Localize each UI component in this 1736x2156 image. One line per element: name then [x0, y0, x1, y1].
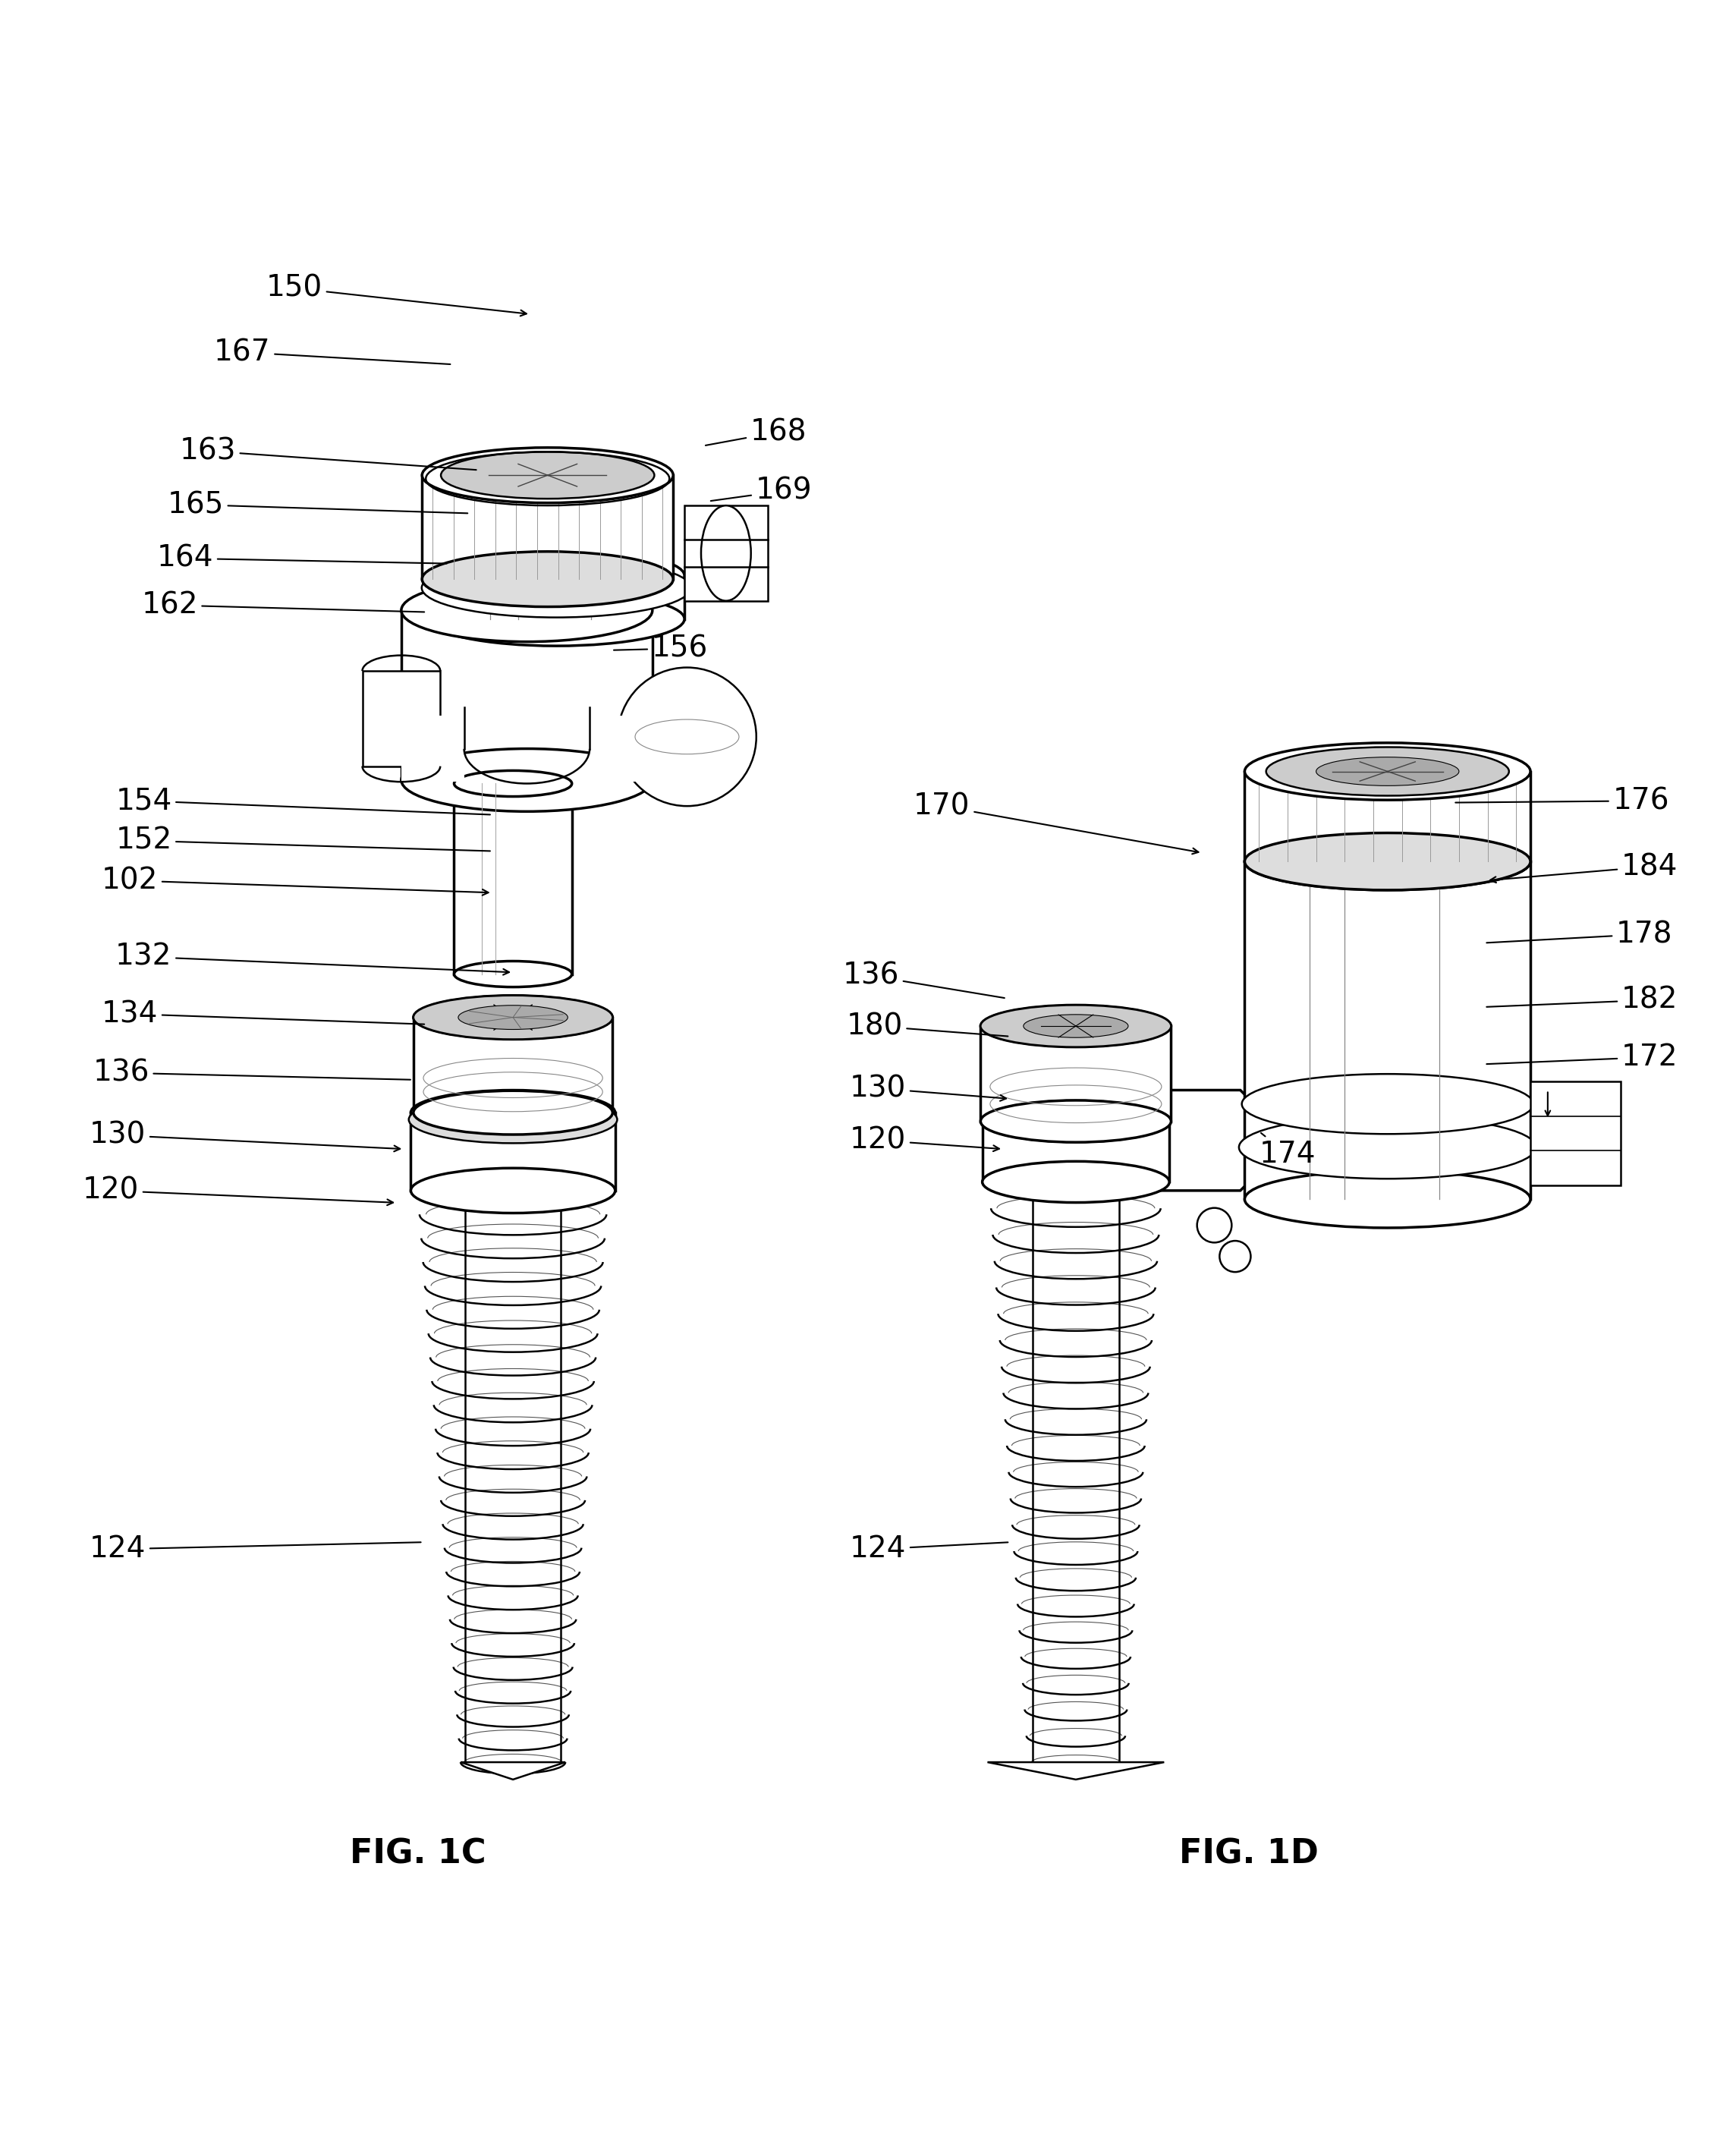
Bar — [422, 474, 674, 580]
Text: 164: 164 — [156, 543, 446, 573]
Text: 130: 130 — [90, 1121, 399, 1151]
Polygon shape — [991, 1091, 1266, 1190]
Ellipse shape — [981, 1005, 1172, 1048]
Text: 176: 176 — [1455, 787, 1670, 815]
Ellipse shape — [413, 996, 613, 1039]
Text: 130: 130 — [849, 1074, 1007, 1104]
Bar — [411, 1112, 615, 1190]
Bar — [1245, 862, 1531, 1199]
Text: 170: 170 — [913, 791, 1198, 854]
Ellipse shape — [1245, 832, 1531, 890]
Text: 182: 182 — [1486, 985, 1677, 1015]
Ellipse shape — [411, 1169, 615, 1214]
Bar — [1531, 1082, 1620, 1186]
Bar — [981, 1026, 1172, 1121]
Bar — [455, 783, 571, 975]
Text: 154: 154 — [116, 787, 490, 815]
Bar — [1024, 1181, 1128, 1761]
Text: 124: 124 — [849, 1535, 1009, 1563]
Text: 184: 184 — [1489, 852, 1677, 882]
Ellipse shape — [983, 1102, 1170, 1143]
Ellipse shape — [401, 580, 653, 642]
Ellipse shape — [1240, 1117, 1536, 1179]
Text: 163: 163 — [179, 436, 476, 470]
Ellipse shape — [1024, 1015, 1128, 1037]
Ellipse shape — [413, 996, 613, 1039]
Ellipse shape — [701, 505, 752, 602]
Bar — [1245, 772, 1531, 862]
Text: 134: 134 — [101, 1000, 424, 1028]
Ellipse shape — [1220, 1242, 1250, 1272]
Bar — [590, 716, 653, 783]
Ellipse shape — [1198, 1207, 1231, 1242]
Bar — [401, 716, 464, 783]
Bar — [455, 783, 571, 975]
Text: 120: 120 — [849, 1125, 1000, 1156]
Text: 136: 136 — [92, 1059, 410, 1087]
Text: 165: 165 — [167, 489, 467, 520]
Bar — [983, 1121, 1170, 1181]
Bar — [363, 671, 441, 765]
Text: 168: 168 — [705, 418, 807, 446]
Ellipse shape — [422, 448, 674, 502]
Ellipse shape — [422, 552, 674, 606]
Ellipse shape — [618, 668, 757, 806]
Text: 120: 120 — [83, 1177, 392, 1205]
Text: 124: 124 — [90, 1535, 420, 1563]
Text: 167: 167 — [214, 338, 450, 367]
Ellipse shape — [455, 962, 571, 987]
Ellipse shape — [983, 1162, 1170, 1203]
Text: 136: 136 — [842, 962, 1005, 998]
Text: 162: 162 — [141, 591, 424, 619]
Ellipse shape — [401, 748, 653, 811]
Ellipse shape — [429, 593, 684, 647]
Ellipse shape — [429, 550, 684, 604]
Ellipse shape — [1241, 1074, 1533, 1134]
Text: 174: 174 — [1259, 1134, 1316, 1169]
Ellipse shape — [981, 1005, 1172, 1048]
Ellipse shape — [1245, 832, 1531, 890]
Ellipse shape — [411, 1091, 615, 1134]
Text: 102: 102 — [101, 867, 488, 895]
Ellipse shape — [458, 1005, 568, 1028]
Text: 180: 180 — [845, 1011, 1009, 1041]
Bar — [401, 610, 653, 780]
Ellipse shape — [441, 453, 654, 498]
Ellipse shape — [408, 1095, 618, 1143]
Bar — [413, 1018, 613, 1112]
Text: 132: 132 — [115, 942, 509, 975]
Bar — [684, 505, 767, 602]
Ellipse shape — [1245, 744, 1531, 800]
Text: FIG. 1D: FIG. 1D — [1179, 1837, 1319, 1869]
Ellipse shape — [1549, 1089, 1602, 1177]
Polygon shape — [460, 1761, 566, 1779]
Ellipse shape — [981, 1100, 1172, 1143]
Bar — [429, 576, 684, 619]
Ellipse shape — [413, 1091, 613, 1134]
Ellipse shape — [422, 558, 691, 617]
Text: 172: 172 — [1486, 1044, 1679, 1072]
Text: 169: 169 — [710, 476, 812, 505]
Text: 178: 178 — [1486, 921, 1674, 949]
Ellipse shape — [1245, 1171, 1531, 1227]
Text: 150: 150 — [266, 274, 526, 317]
Ellipse shape — [1266, 748, 1509, 796]
Ellipse shape — [455, 770, 571, 796]
Polygon shape — [988, 1761, 1165, 1779]
Text: 156: 156 — [615, 634, 708, 662]
Bar — [462, 1190, 564, 1761]
Text: 152: 152 — [116, 826, 490, 856]
Ellipse shape — [1316, 757, 1458, 785]
Text: FIG. 1C: FIG. 1C — [349, 1837, 486, 1869]
